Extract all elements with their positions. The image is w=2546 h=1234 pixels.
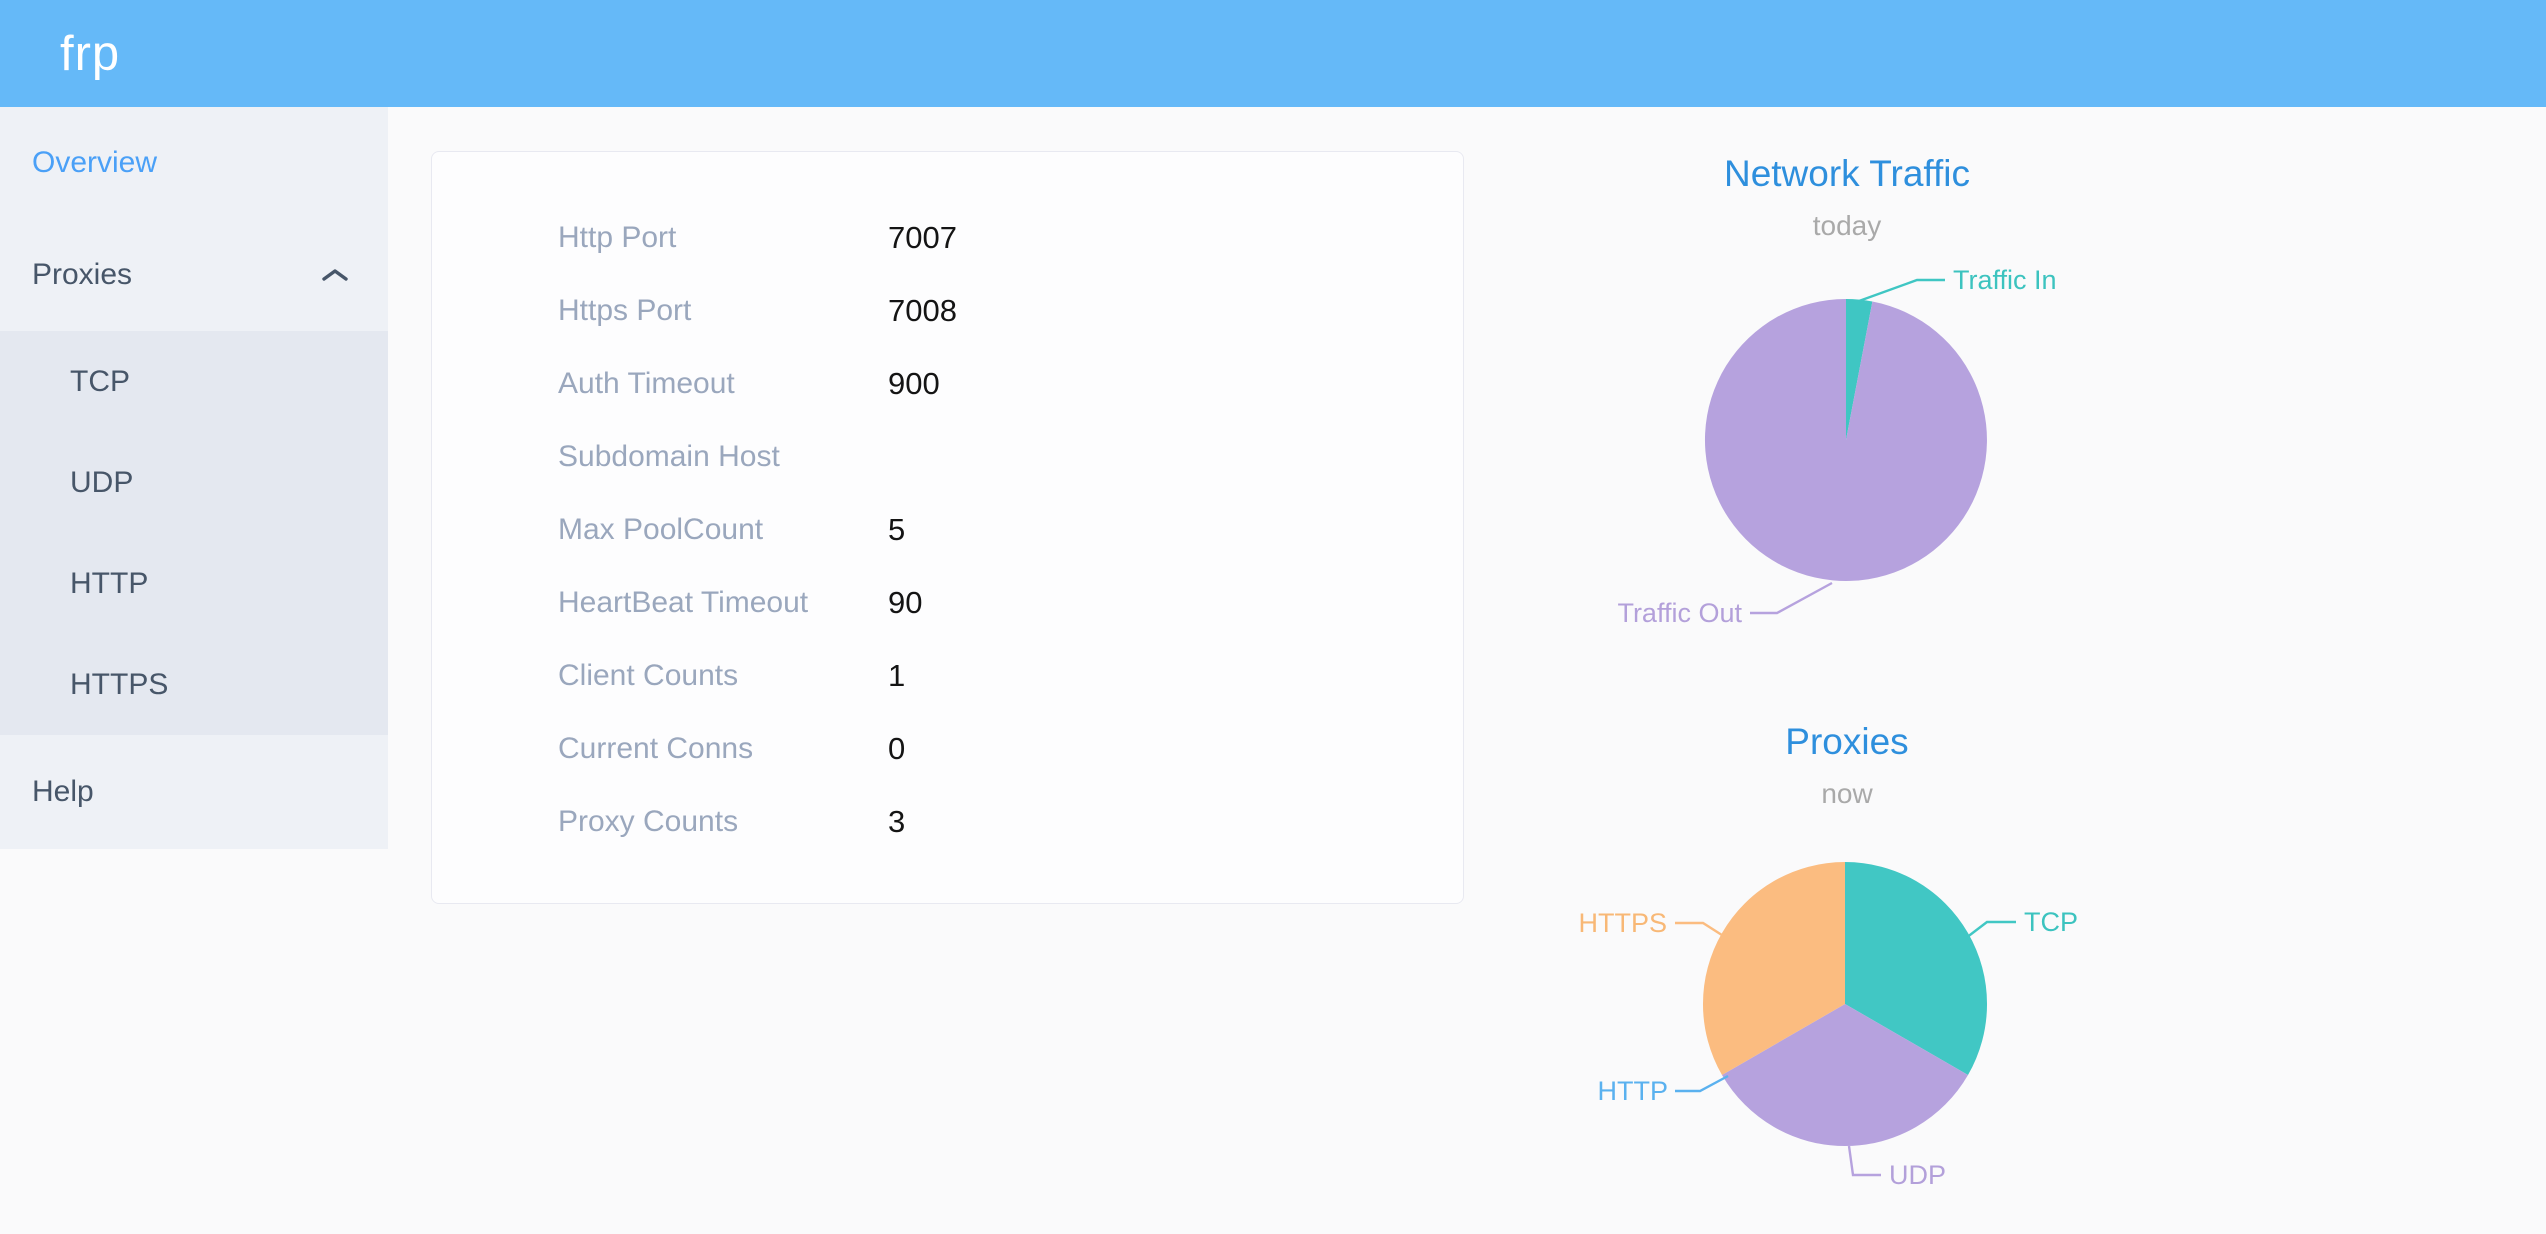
pie-leader-http [1675,1074,1729,1093]
pie-slice-traffic-in[interactable] [1846,299,1873,440]
row-value: 1 [888,657,906,693]
pie-label-tcp: TCP [2024,907,2078,937]
app-logo: frp [60,26,121,81]
sidebar-item-help[interactable]: Help [0,735,388,849]
row-value: 900 [888,365,940,401]
row-value: 7008 [888,292,957,328]
table-row: Http Port 7007 [432,201,1463,274]
sidebar-item-label: Proxies [32,258,133,291]
table-row: HeartBeat Timeout 90 [432,566,1463,639]
server-info-card: Http Port 7007 Https Port 7008 Auth Time… [431,151,1464,904]
pie-slice-tcp[interactable] [1845,861,1988,1075]
chevron-up-icon [322,269,348,281]
row-label: Max PoolCount [558,512,764,546]
sidebar-item-proxies[interactable]: Proxies [0,219,388,331]
row-label: Https Port [558,293,692,327]
pie-slice-udp[interactable] [1722,1004,1968,1147]
pie-label-traffic-in: Traffic In [1953,265,2057,295]
pie-label-https: HTTPS [1578,908,1667,938]
sidebar-item-tcp[interactable]: TCP [0,331,388,432]
proxies-chart-subtitle: now [1821,778,1873,809]
sidebar-item-label: Overview [32,146,158,179]
pie-leader-tcp [1965,920,2016,939]
pie-leader-udp [1847,1145,1881,1177]
pie-leader-traffic-out [1750,581,1833,615]
row-label: Auth Timeout [558,366,735,400]
row-value: 3 [888,803,906,839]
sidebar-item-label: HTTP [70,566,149,600]
row-value: 0 [888,730,906,766]
row-value: 7007 [888,219,957,255]
pie-leader-traffic-in [1858,278,1945,303]
table-row: Max PoolCount 5 [432,493,1463,566]
sidebar-item-udp[interactable]: UDP [0,432,388,533]
table-row: Proxy Counts 3 [432,785,1463,858]
table-row: Auth Timeout 900 [432,347,1463,420]
pie-slice-traffic-out[interactable] [1704,298,1987,581]
sidebar: Overview Proxies TCP UDP HTTP HTTPS Help [0,107,388,849]
row-label: Current Conns [558,731,754,765]
app-header: frp [0,0,2546,107]
row-label: Subdomain Host [558,439,780,473]
pie-label-traffic-out: Traffic Out [1617,598,1742,628]
network-traffic-chart-title: Network Traffic [1723,153,1971,194]
table-row: Subdomain Host [432,420,1463,493]
table-row: Https Port 7008 [432,274,1463,347]
proxies-chart-title: Proxies [1785,721,1909,762]
network-traffic-chart-subtitle: today [1812,210,1882,241]
table-row: Client Counts 1 [432,639,1463,712]
row-label: Http Port [558,220,677,254]
sidebar-item-overview[interactable]: Overview [0,107,388,219]
pie-label-http: HTTP [1598,1076,1669,1106]
row-value: 90 [888,584,923,620]
sidebar-item-https[interactable]: HTTPS [0,634,388,735]
row-label: Client Counts [558,658,739,692]
pie-slice-https[interactable] [1702,861,1845,1075]
sidebar-item-label: HTTPS [70,667,169,701]
table-row: Current Conns 0 [432,712,1463,785]
pie-leader-https [1675,921,1726,939]
pie-label-udp: UDP [1889,1160,1946,1190]
sidebar-item-label: UDP [70,465,134,499]
sidebar-item-http[interactable]: HTTP [0,533,388,634]
row-value: 5 [888,511,906,547]
proxies-submenu: TCP UDP HTTP HTTPS [0,331,388,735]
row-label: Proxy Counts [558,804,739,838]
row-label: HeartBeat Timeout [558,585,809,619]
sidebar-item-label: TCP [70,364,130,398]
sidebar-item-label: Help [32,775,94,808]
